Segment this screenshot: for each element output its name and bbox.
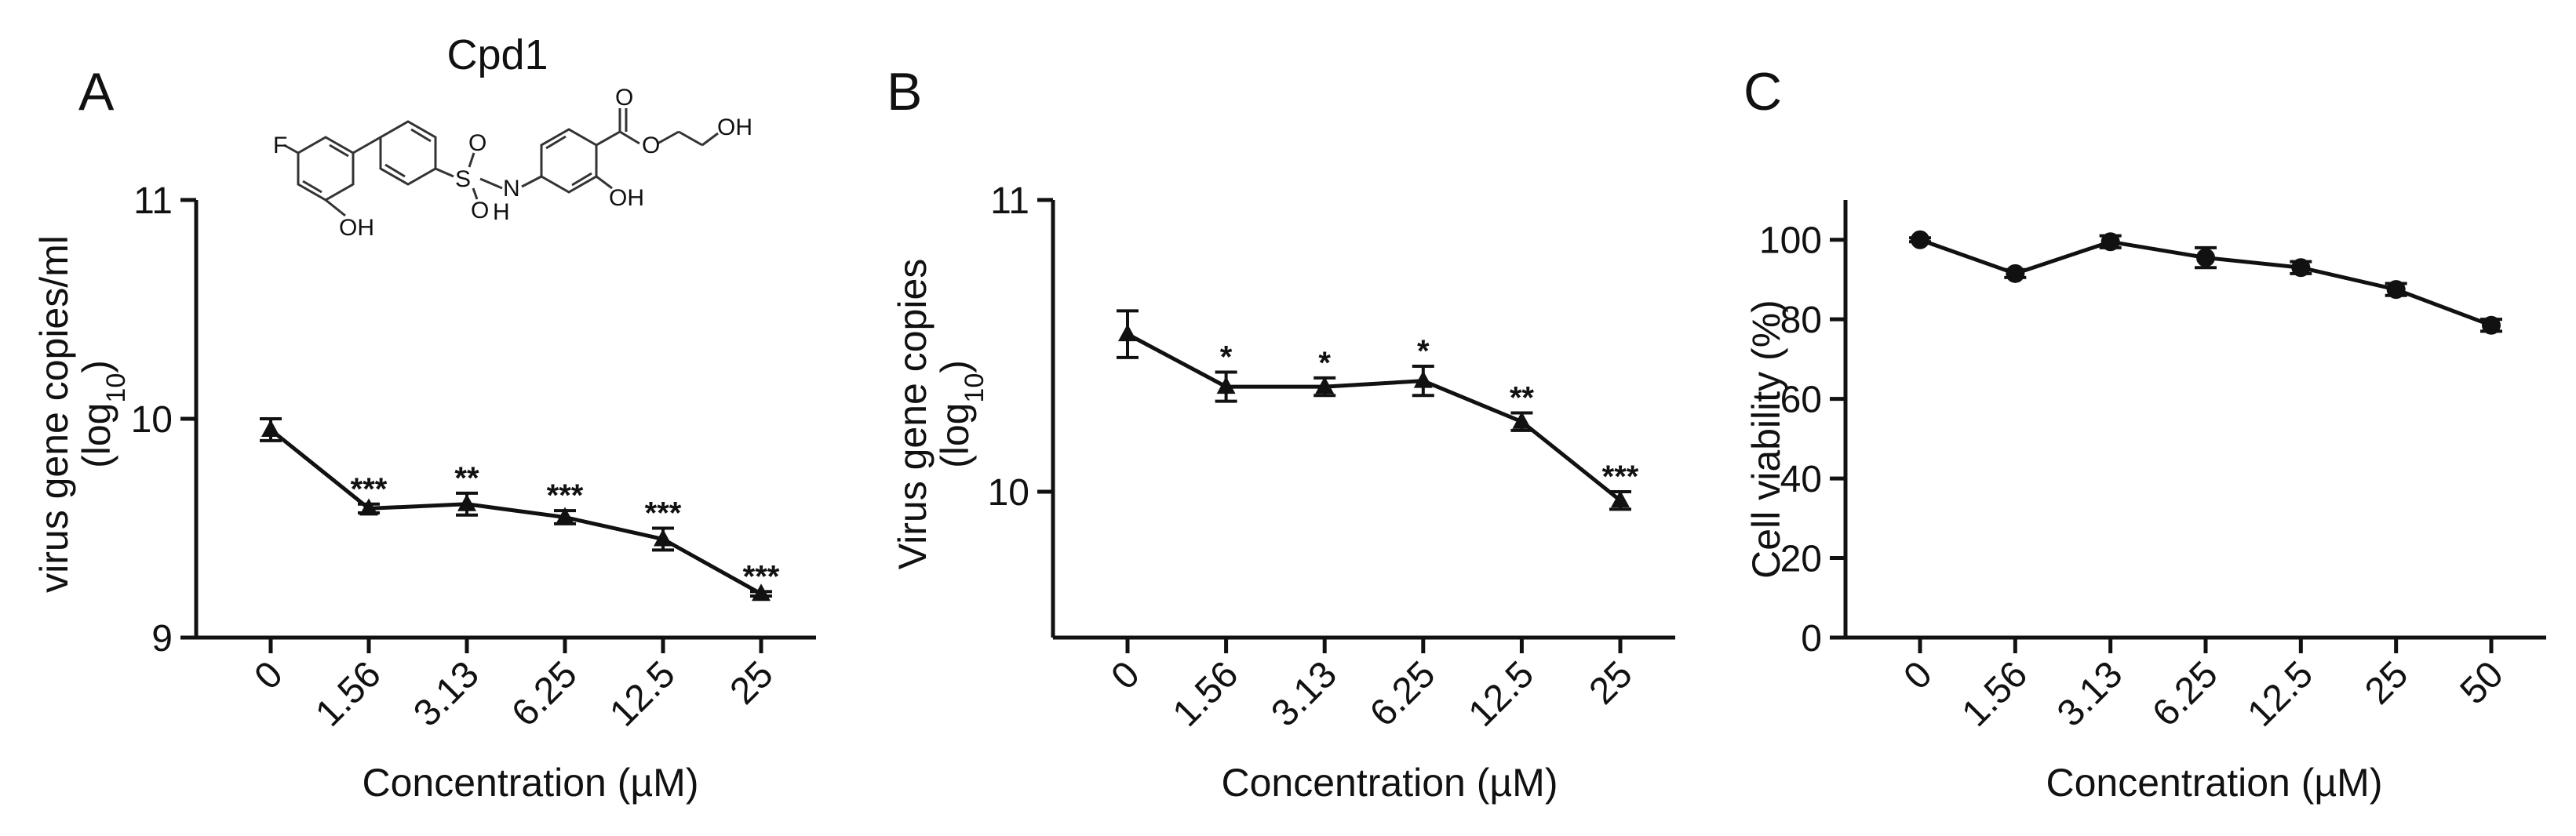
panel-b-data-point-2	[1315, 376, 1335, 394]
panel-a-significance-2: **	[454, 461, 479, 496]
panel-a-significance-4: ***	[645, 496, 682, 531]
panel-b-y-axis-subtitle: (log10)	[933, 360, 989, 468]
atom-s: S	[455, 166, 471, 192]
panel-c-data-point-1	[2006, 264, 2025, 283]
panel-b-data-point-4	[1512, 411, 1532, 429]
atom-oh-3: OH	[717, 114, 752, 140]
panel-a-data-point-4	[654, 529, 672, 547]
panel-a-y-sub-script: 10	[101, 373, 131, 403]
panel-c-y-tick-label-4: 80	[1780, 300, 1822, 341]
panel-b-x-tick-label-1: 1.56	[1165, 653, 1247, 735]
panel-b-x-tick-label-2: 3.13	[1263, 653, 1345, 735]
panel-a-x-tick-label-1: 1.56	[308, 653, 389, 735]
panel-b-y-tick-label-1: 11	[990, 180, 1029, 222]
atom-o-3: O	[615, 85, 633, 111]
panel-a-y-tick-label-1: 10	[131, 399, 173, 441]
panel-b-significance-2: *	[1318, 346, 1331, 380]
atom-oh-2: OH	[609, 185, 644, 211]
panel-a-data-point-0	[261, 419, 280, 437]
panel-c-data-point-5	[2386, 280, 2406, 300]
panel-a-x-tick-label-4: 12.5	[602, 653, 683, 735]
panel-c-x-tick-label-2: 3.13	[2050, 653, 2131, 735]
panel-a-y-sub-post: )	[75, 360, 118, 373]
panel-b-data-point-3	[1413, 370, 1433, 388]
panel-c-x-tick-label-6: 50	[2453, 653, 2512, 712]
panel-c-x-tick-label-1: 1.56	[1955, 653, 2036, 735]
panel-a-y-axis-title: virus gene copies/ml	[32, 235, 76, 593]
panel-c-x-tick-label-5: 25	[2357, 653, 2416, 712]
panel-a-data-point-5	[752, 583, 771, 602]
panel-a-significance-3: ***	[547, 478, 584, 513]
panel-c-y-tick-label-0: 0	[1801, 618, 1822, 660]
panel-b-significance-5: ***	[1602, 460, 1639, 494]
panel-b-x-tick-label-5: 25	[1582, 653, 1641, 712]
panel-letter-a: A	[78, 62, 115, 122]
chemical-structure-labels: F OH S O O N H OH O O OH	[273, 85, 752, 241]
panel-b-x-tick-label-0: 0	[1103, 653, 1147, 697]
panel-b-data-point-0	[1118, 324, 1137, 342]
panel-b-y-sub-post: )	[933, 360, 977, 373]
panel-c-x-tick-label-3: 6.25	[2144, 653, 2226, 735]
panel-b-x-tick-label-3: 6.25	[1362, 653, 1444, 735]
atom-n: N	[503, 176, 520, 202]
panel-a-significance-1: ***	[351, 472, 388, 507]
panel-c-y-tick-label-3: 60	[1780, 380, 1822, 421]
panel-c-x-tick-label-0: 0	[1896, 653, 1940, 697]
panel-c-data-point-3	[2196, 248, 2215, 267]
panel-a-x-tick-label-5: 25	[723, 653, 782, 712]
atom-o-1: O	[468, 130, 486, 156]
atom-oh-1: OH	[339, 215, 374, 241]
panel-b-data-point-5	[1611, 490, 1630, 508]
compound-name: Cpd1	[446, 31, 548, 78]
panel-a-x-tick-label-2: 3.13	[406, 653, 487, 735]
panel-b-significance-1: *	[1220, 340, 1233, 374]
panel-a-y-axis-subtitle: (log10)	[75, 360, 131, 468]
panel-c-x-tick-label-4: 12.5	[2240, 653, 2322, 735]
chemical-structure	[283, 108, 719, 217]
chart-panel-c: 0 20 40 60 80 100 0 1.56 3.13 6.25 12.5 25 50 Concen…	[1744, 200, 2546, 805]
panel-b-y-sub-pre: (log	[933, 403, 977, 468]
panel-a-x-tick-label-0: 0	[246, 653, 290, 697]
panel-c-y-tick-label-5: 100	[1759, 220, 1822, 262]
panel-a-data-point-2	[457, 493, 476, 511]
atom-o-2: O	[471, 198, 489, 224]
panel-c-data-point-0	[1911, 230, 1929, 249]
panel-b-x-tick-label-4: 12.5	[1461, 653, 1543, 735]
panel-c-x-axis-title: Concentration (µM)	[2046, 761, 2383, 805]
panel-a-series-line	[269, 428, 763, 596]
atom-f: F	[273, 133, 287, 158]
panel-letter-b: B	[887, 62, 922, 122]
atom-o-4: O	[642, 133, 660, 158]
panel-b-y-axis-title: Virus gene copies	[891, 259, 935, 570]
panel-b-significance-3: *	[1417, 334, 1430, 369]
panel-b-x-axis-title: Concentration (µM)	[1222, 761, 1558, 805]
panel-a-x-tick-label-3: 6.25	[504, 653, 585, 735]
panel-a-y-tick-label-0: 9	[151, 618, 173, 660]
panel-c-data-point-6	[2482, 315, 2501, 335]
panel-a-y-tick-label-2: 11	[133, 180, 173, 222]
panel-b-y-sub-script: 10	[960, 373, 989, 403]
panel-c-plot: 0 20 40 60 80 100 0 1.56 3.13 6.25 12.5 25 50	[1759, 200, 2546, 735]
panel-c-y-tick-label-1: 20	[1780, 539, 1822, 580]
panel-a-y-sub-pre: (log	[75, 403, 118, 468]
panel-a-x-axis-title: Concentration (µM)	[363, 761, 699, 805]
panel-b-y-tick-label-0: 10	[988, 472, 1029, 514]
panel-b-data-point-1	[1216, 376, 1236, 394]
panel-a-data-point-3	[556, 507, 574, 525]
panel-c-data-point-2	[2101, 232, 2120, 252]
atom-h: H	[493, 199, 510, 225]
panel-c-y-axis-title: Cell viability (%)	[1744, 300, 1788, 579]
panel-a-significance-5: ***	[743, 559, 780, 594]
panel-b-significance-4: **	[1510, 381, 1535, 416]
panel-a-data-point-1	[359, 498, 378, 516]
panel-letter-c: C	[1743, 62, 1782, 122]
panel-b-series-line	[1126, 332, 1622, 503]
panel-c-y-tick-label-2: 40	[1780, 459, 1822, 500]
panel-c-data-point-4	[2291, 258, 2311, 278]
